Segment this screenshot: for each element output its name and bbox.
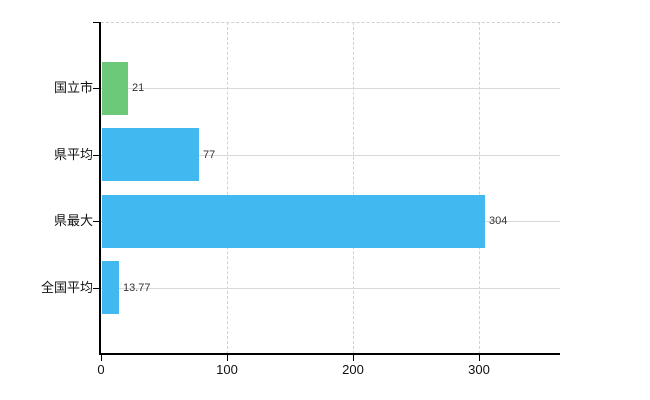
vertical-gridline xyxy=(353,22,355,354)
value-label: 304 xyxy=(489,215,508,227)
x-axis-tick xyxy=(353,355,354,361)
y-axis-tick xyxy=(93,155,101,156)
x-axis-tick xyxy=(101,355,102,361)
value-label: 21 xyxy=(132,82,145,94)
x-axis-tick xyxy=(479,355,480,361)
y-axis-top-tick xyxy=(93,22,101,23)
value-label: 13.77 xyxy=(123,282,151,294)
x-axis-tick-label: 200 xyxy=(342,362,364,377)
horizontal-gridline xyxy=(101,88,560,89)
plot-top-border xyxy=(101,22,560,23)
x-axis-line xyxy=(99,353,560,355)
vertical-gridline xyxy=(479,22,481,354)
category-label: 全国平均 xyxy=(40,280,93,295)
plot-area: 21 77 304 13.77 xyxy=(101,22,560,354)
bar-2 xyxy=(102,128,199,181)
category-label: 県最大 xyxy=(53,213,93,228)
vertical-gridline xyxy=(227,22,229,354)
x-axis-tick-label: 100 xyxy=(216,362,238,377)
x-axis-tick-label: 0 xyxy=(97,362,105,377)
y-axis-tick xyxy=(93,221,101,222)
y-axis-tick xyxy=(93,88,101,89)
value-label: 77 xyxy=(203,149,216,161)
horizontal-gridline xyxy=(101,288,560,289)
x-axis-tick xyxy=(227,355,228,361)
bar-4 xyxy=(102,261,119,314)
y-axis-tick xyxy=(93,288,101,289)
bar-3 xyxy=(102,195,485,248)
category-label: 国立市 xyxy=(53,80,93,95)
bar-1 xyxy=(102,62,128,115)
horizontal-gridline xyxy=(101,155,560,156)
category-label: 県平均 xyxy=(53,147,93,162)
x-axis-tick-label: 300 xyxy=(468,362,490,377)
y-axis-line xyxy=(99,22,101,355)
